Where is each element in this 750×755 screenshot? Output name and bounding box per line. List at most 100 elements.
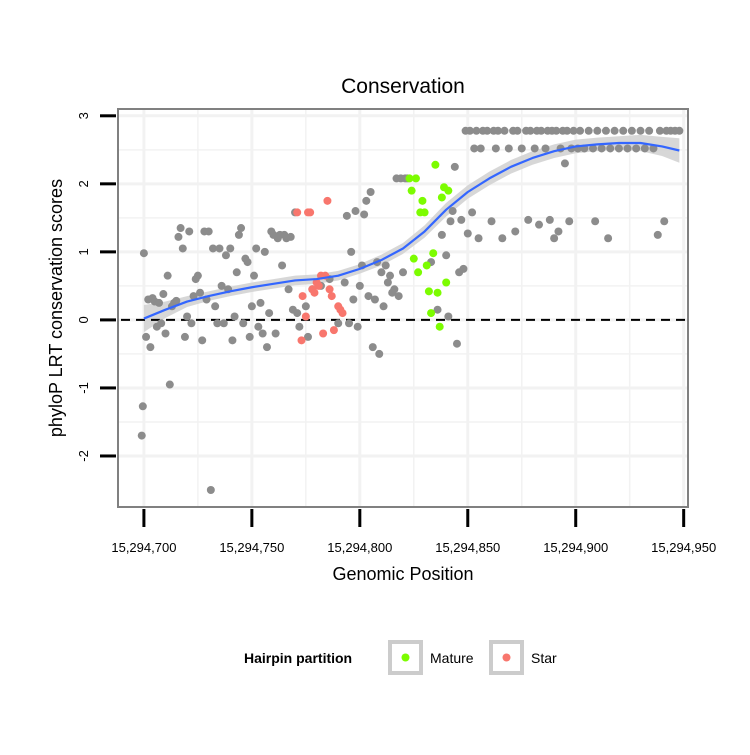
point-other (256, 298, 265, 307)
point-other (353, 322, 362, 331)
point-other (474, 234, 483, 243)
point-other (370, 295, 379, 304)
point-other (247, 302, 256, 311)
point-other (254, 322, 263, 331)
point-other (589, 144, 597, 153)
point-other (494, 126, 502, 135)
point-other (591, 217, 600, 226)
x-tick-label: 15,294,850 (435, 540, 500, 555)
point-other (468, 208, 477, 217)
point-star (323, 196, 332, 205)
point-other (250, 271, 259, 280)
legend-key-star (502, 653, 511, 662)
point-other (619, 126, 628, 135)
point-other (563, 126, 572, 135)
point-mature (409, 254, 418, 263)
point-other (351, 207, 360, 216)
point-other (487, 217, 496, 226)
point-other (157, 319, 166, 328)
point-other (448, 207, 457, 216)
point-other (342, 211, 351, 220)
legend-title: Hairpin partition (244, 650, 352, 666)
point-other (366, 188, 375, 197)
point-other (211, 302, 220, 311)
point-other (193, 271, 202, 280)
point-other (364, 292, 373, 301)
data-points (137, 126, 684, 494)
point-other (172, 296, 181, 305)
point-other (560, 159, 569, 168)
point-star (310, 288, 319, 297)
point-other (180, 332, 189, 341)
point-mature (429, 249, 438, 258)
point-other (345, 319, 354, 328)
point-other (185, 227, 194, 236)
point-other (252, 244, 261, 253)
point-other (189, 292, 198, 301)
point-other (537, 126, 546, 135)
point-other (226, 244, 235, 253)
point-other (541, 144, 550, 153)
point-other (260, 247, 269, 256)
point-mature (414, 268, 423, 277)
point-other (614, 144, 623, 153)
point-mature (431, 160, 440, 169)
plot-panel-border (117, 108, 689, 508)
point-other (174, 232, 183, 241)
legend-item-mature: Mature (388, 640, 474, 675)
y-axis: -2 -1 0 1 2 3 (76, 112, 116, 462)
point-other (243, 258, 252, 267)
point-other (524, 215, 533, 224)
point-other (209, 244, 217, 253)
point-other (304, 332, 312, 341)
point-other (349, 295, 358, 304)
y-axis-label: phyloP LRT conservation scores (46, 179, 66, 437)
point-other (368, 343, 377, 352)
legend-key-box (489, 640, 524, 675)
point-other (340, 278, 349, 287)
point-other (204, 227, 213, 236)
point-other (196, 288, 205, 297)
point-other (165, 380, 174, 389)
point-other (627, 126, 636, 135)
point-other (228, 336, 237, 345)
point-other (655, 126, 664, 135)
y-tick-label: -2 (76, 450, 91, 462)
point-mature (424, 287, 433, 296)
point-other (278, 261, 287, 270)
point-other (653, 230, 662, 239)
point-other (498, 234, 507, 243)
point-other (470, 144, 479, 153)
point-other (554, 227, 563, 236)
point-other (550, 234, 559, 243)
point-other (221, 251, 230, 260)
point-other (237, 224, 246, 233)
y-tick-label: 0 (76, 316, 91, 323)
point-other (632, 144, 641, 153)
point-other (295, 322, 304, 331)
point-other (465, 126, 474, 135)
point-other (360, 210, 369, 219)
point-other (442, 251, 451, 260)
point-other (610, 126, 619, 135)
x-tick-label: 15,294,800 (327, 540, 392, 555)
x-tick-label: 15,294,950 (651, 540, 716, 555)
point-other (433, 305, 442, 314)
point-other (491, 144, 500, 153)
point-mature (442, 278, 451, 287)
point-other (640, 144, 649, 153)
point-other (198, 336, 207, 345)
point-other (262, 343, 271, 352)
point-other (623, 144, 632, 153)
chart-title: Conservation (341, 75, 465, 98)
y-tick-label: 2 (76, 180, 91, 187)
point-star (327, 292, 336, 301)
point-other (301, 302, 310, 311)
point-other (472, 126, 481, 135)
point-other (645, 126, 654, 135)
point-mature (407, 186, 416, 195)
point-other (379, 302, 388, 311)
point-other (163, 271, 172, 280)
point-other (390, 285, 399, 294)
